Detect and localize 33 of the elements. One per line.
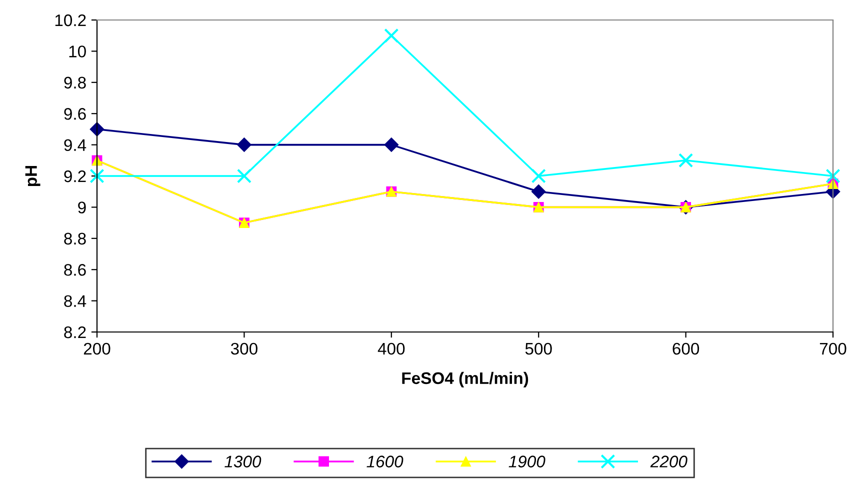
point xyxy=(531,168,546,184)
y-tick-label: 9.8 xyxy=(64,76,86,89)
y-tick-label: 8.8 xyxy=(64,232,86,245)
y-tick-label: 9.2 xyxy=(64,170,86,182)
y-tick-label: 9 xyxy=(78,202,86,214)
legend-label: 1300 xyxy=(224,456,262,468)
x-axis-title: FeSO4 (mL/min) xyxy=(402,372,528,388)
y-tick-label: 10 xyxy=(69,46,86,58)
point xyxy=(90,168,104,184)
y-tick-label: 8.2 xyxy=(64,326,86,338)
point xyxy=(90,122,104,136)
point xyxy=(384,28,399,43)
y-tick-label: 8.6 xyxy=(64,264,86,276)
x-tick-label: 700 xyxy=(820,342,846,355)
legend-label: 2200 xyxy=(650,456,688,468)
point xyxy=(678,153,694,168)
y-tick-label: 10.2 xyxy=(55,14,86,26)
x-tick-label: 400 xyxy=(378,342,405,355)
y-axis-title: pH xyxy=(25,166,40,186)
x-tick-label: 500 xyxy=(525,342,552,355)
point xyxy=(384,138,399,152)
y-tick-label: 8.4 xyxy=(64,295,86,308)
legend-label: 1600 xyxy=(366,456,404,468)
legend-label: 1900 xyxy=(508,456,546,468)
y-tick-label: 9.4 xyxy=(64,139,86,152)
point xyxy=(826,168,840,184)
y-tick-label: 9.6 xyxy=(64,108,86,120)
x-tick-label: 300 xyxy=(230,342,258,355)
point xyxy=(236,138,252,152)
point xyxy=(531,184,546,199)
point xyxy=(236,168,252,184)
x-tick-label: 600 xyxy=(672,342,700,355)
x-tick-label: 200 xyxy=(84,342,110,355)
